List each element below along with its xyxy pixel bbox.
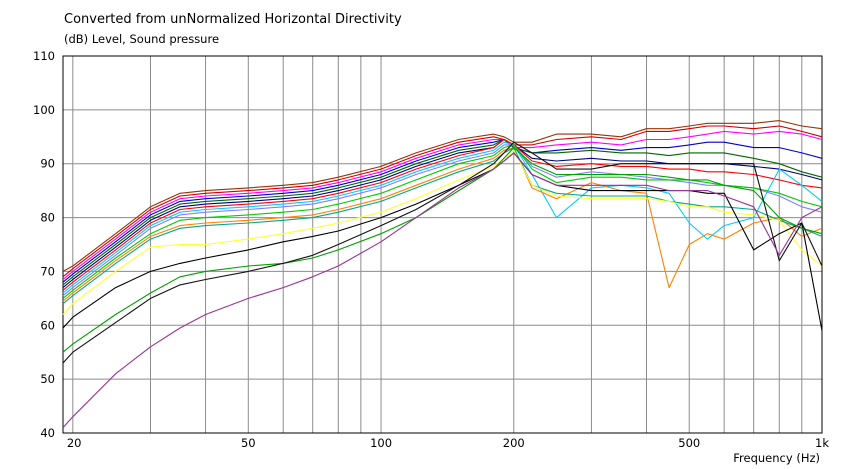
plot-border <box>62 55 823 434</box>
y-tick-label: 80 <box>40 211 55 225</box>
y-tick-label: 100 <box>33 103 55 117</box>
y-tick-label: 50 <box>40 372 55 386</box>
y-tick-label: 70 <box>40 264 55 278</box>
chart-title: Converted from unNormalized Horizontal D… <box>64 12 402 27</box>
series-line <box>62 147 823 302</box>
x-tick-label: 100 <box>370 436 392 450</box>
y-tick-label: 60 <box>40 318 55 332</box>
x-tick-label: 500 <box>678 436 700 450</box>
series-line <box>62 152 823 428</box>
y-axis-label: (dB) Level, Sound pressure <box>64 32 220 46</box>
series-line <box>62 144 823 299</box>
x-tick-label: 200 <box>503 436 525 450</box>
series-line <box>62 141 823 294</box>
series-line <box>62 144 823 297</box>
series-line <box>62 147 823 353</box>
x-axis-label: Frequency (Hz) <box>733 451 820 465</box>
series-line <box>62 141 823 364</box>
x-tick-label: 20 <box>67 436 82 450</box>
x-tick-label: 1k <box>815 436 829 450</box>
series-line <box>62 138 823 291</box>
series-line <box>62 138 823 286</box>
x-tick-label: 50 <box>241 436 256 450</box>
series-line <box>62 120 823 272</box>
y-tick-label: 40 <box>40 426 55 440</box>
y-tick-label: 90 <box>40 157 55 171</box>
y-tick-label: 110 <box>33 49 55 63</box>
series-line <box>62 147 823 305</box>
